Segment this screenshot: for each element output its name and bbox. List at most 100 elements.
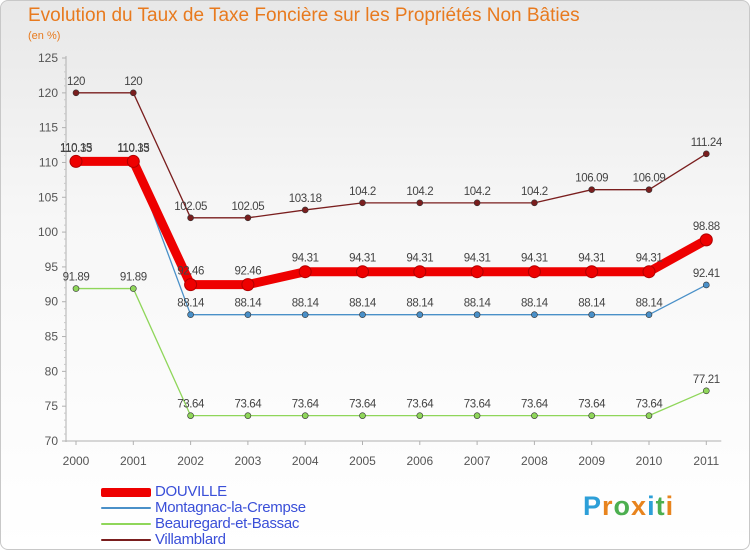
proxiti-logo: Proxiti bbox=[583, 491, 674, 522]
data-point bbox=[130, 285, 137, 292]
data-point bbox=[359, 199, 366, 207]
legend-swatch bbox=[101, 487, 151, 497]
x-tick-label: 2001 bbox=[120, 454, 147, 468]
data-point bbox=[702, 281, 710, 289]
data-point bbox=[416, 311, 424, 318]
data-label: 120 bbox=[124, 76, 142, 88]
chart-title: Evolution du Taux de Taxe Foncière sur l… bbox=[28, 5, 580, 26]
data-point bbox=[585, 265, 599, 279]
legend-label: Villamblard bbox=[155, 531, 226, 548]
data-point bbox=[642, 265, 656, 279]
data-point bbox=[531, 199, 538, 207]
legend-label: Beauregard-et-Bassac bbox=[155, 515, 300, 532]
data-point bbox=[244, 311, 252, 318]
logo-letter: o bbox=[613, 491, 632, 521]
series-line bbox=[75, 159, 707, 316]
data-point bbox=[244, 214, 252, 222]
logo-letter: x bbox=[631, 491, 648, 521]
data-label: 73.64 bbox=[578, 399, 606, 411]
data-point bbox=[588, 311, 596, 318]
legend-swatch bbox=[101, 539, 151, 541]
unit-label: (en %) bbox=[28, 30, 61, 42]
legend-swatch bbox=[101, 523, 151, 525]
data-point bbox=[359, 412, 366, 419]
data-label: 92.46 bbox=[177, 266, 204, 278]
data-label: 88.14 bbox=[636, 298, 664, 310]
data-label: 73.64 bbox=[464, 399, 492, 411]
data-label: 104.2 bbox=[521, 186, 548, 198]
data-label: 102.05 bbox=[232, 201, 265, 213]
data-point bbox=[588, 412, 596, 419]
x-tick-label: 2011 bbox=[693, 454, 719, 468]
y-tick-label: 105 bbox=[38, 190, 58, 204]
data-label: 106.09 bbox=[633, 173, 666, 185]
y-tick-label: 90 bbox=[45, 295, 59, 309]
x-tick-label: 2008 bbox=[521, 454, 548, 468]
data-point bbox=[359, 311, 366, 318]
data-point bbox=[473, 311, 481, 318]
data-point bbox=[588, 186, 596, 193]
data-label: 98.88 bbox=[693, 221, 720, 233]
logo-letter: r bbox=[602, 491, 614, 521]
data-label: 94.31 bbox=[464, 253, 491, 265]
x-tick-label: 2005 bbox=[349, 454, 376, 468]
x-tick-label: 2010 bbox=[636, 454, 663, 468]
data-point bbox=[645, 186, 653, 193]
data-label: 104.2 bbox=[349, 186, 376, 198]
y-tick-label: 80 bbox=[45, 364, 59, 378]
data-point bbox=[72, 285, 80, 292]
legend-item: Beauregard-et-Bassac bbox=[101, 516, 306, 532]
data-point bbox=[301, 311, 309, 318]
data-point bbox=[298, 265, 312, 279]
x-tick-label: 2007 bbox=[464, 454, 491, 468]
data-label: 120 bbox=[67, 76, 85, 88]
data-label: 91.89 bbox=[63, 272, 90, 284]
logo-letter: i bbox=[665, 491, 675, 521]
data-point bbox=[645, 412, 653, 419]
data-label: 104.2 bbox=[464, 186, 491, 198]
data-label: 91.89 bbox=[120, 272, 147, 284]
data-point bbox=[645, 311, 653, 318]
data-label: 88.14 bbox=[464, 298, 492, 310]
x-tick-label: 2009 bbox=[578, 454, 605, 468]
logo-letter: P bbox=[583, 491, 603, 521]
data-label: 94.31 bbox=[292, 253, 319, 265]
data-label: 94.31 bbox=[578, 253, 605, 265]
x-tick-label: 2006 bbox=[406, 454, 433, 468]
data-label: 88.14 bbox=[292, 298, 320, 310]
data-label: 88.14 bbox=[349, 298, 377, 310]
legend-item: Montagnac-la-Crempse bbox=[101, 500, 306, 516]
data-label: 106.09 bbox=[575, 173, 608, 185]
data-label: 73.64 bbox=[292, 399, 320, 411]
series-line bbox=[71, 156, 711, 290]
data-label: 88.14 bbox=[177, 298, 205, 310]
y-tick-label: 120 bbox=[38, 86, 58, 100]
y-tick-label: 95 bbox=[45, 260, 59, 274]
data-label: 88.14 bbox=[406, 298, 434, 310]
data-label: 73.64 bbox=[521, 399, 549, 411]
y-tick-label: 75 bbox=[45, 399, 59, 413]
data-point bbox=[187, 412, 194, 419]
legend-label: Montagnac-la-Crempse bbox=[155, 499, 306, 516]
data-point bbox=[416, 199, 424, 207]
data-label: 102.05 bbox=[174, 201, 207, 213]
legend-item: Villamblard bbox=[101, 532, 306, 548]
data-label: 73.64 bbox=[636, 399, 664, 411]
series-line bbox=[75, 92, 707, 219]
y-tick-label: 115 bbox=[39, 121, 58, 135]
x-tick-label: 2004 bbox=[292, 454, 319, 468]
data-point bbox=[413, 265, 427, 279]
data-point bbox=[301, 206, 309, 214]
data-point bbox=[130, 89, 137, 97]
data-label: 103.18 bbox=[289, 193, 322, 205]
data-label: 88.14 bbox=[235, 298, 263, 310]
data-point bbox=[126, 154, 140, 168]
series-line bbox=[75, 287, 707, 417]
data-point bbox=[241, 278, 255, 292]
data-label: 110.15 bbox=[117, 142, 149, 154]
data-point bbox=[527, 265, 541, 279]
y-tick-label: 110 bbox=[39, 155, 58, 169]
data-point bbox=[184, 278, 198, 292]
